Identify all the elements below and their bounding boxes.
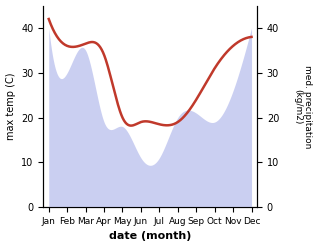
Y-axis label: max temp (C): max temp (C) — [5, 73, 16, 140]
X-axis label: date (month): date (month) — [109, 231, 191, 242]
Y-axis label: med. precipitation
(kg/m2): med. precipitation (kg/m2) — [293, 65, 313, 148]
